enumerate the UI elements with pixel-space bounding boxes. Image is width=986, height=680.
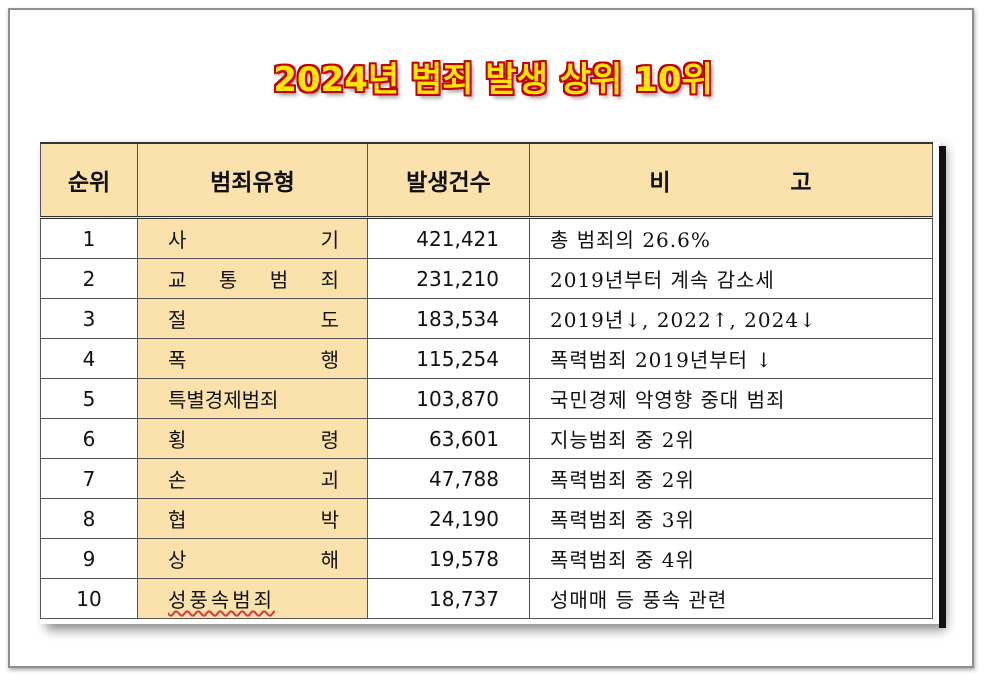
table-header-row: 순위 범죄유형 발생건수 비 고 [40, 142, 933, 219]
table-row: 3 절 도 183,534 2019년↓, 2022↑, 2024↓ [40, 298, 933, 339]
count-cell: 183,534 [367, 298, 530, 339]
page-title: 2024년 범죄 발생 상위 10위 [273, 60, 713, 100]
count-cell: 24,190 [367, 498, 530, 539]
crime-table-container: 순위 범죄유형 발생건수 비 고 1 사 기 [40, 142, 946, 628]
type-char: 사 [168, 228, 187, 252]
header-rank: 순위 [40, 142, 138, 219]
header-count: 발생건수 [367, 142, 530, 219]
type-char: 손 [168, 468, 187, 492]
rank-cell: 6 [40, 418, 138, 459]
rank-cell: 7 [40, 458, 138, 499]
note-cell: 폭력범죄 중 4위 [529, 538, 933, 579]
type-text: 성풍속범죄 [168, 588, 275, 612]
rank-cell: 4 [40, 338, 138, 379]
type-text: 특별경제범죄 [168, 388, 279, 412]
note-cell: 지능범죄 중 2위 [529, 418, 933, 459]
note-cell: 폭력범죄 2019년부터 ↓ [529, 338, 933, 379]
table-row: 5 특별경제범죄 103,870 국민경제 악영향 중대 범죄 [40, 378, 933, 419]
count-cell: 18,737 [367, 578, 530, 619]
rank-cell: 8 [40, 498, 138, 539]
type-cell: 협 박 [137, 498, 368, 539]
rank-cell: 2 [40, 258, 138, 299]
type-char: 해 [320, 548, 339, 572]
type-char: 범 [269, 268, 289, 292]
type-cell: 절 도 [137, 298, 368, 339]
type-char: 도 [320, 308, 339, 332]
table-row: 4 폭 행 115,254 폭력범죄 2019년부터 ↓ [40, 338, 933, 379]
type-char: 통 [218, 268, 238, 292]
count-cell: 115,254 [367, 338, 530, 379]
crime-ranking-table: 순위 범죄유형 발생건수 비 고 1 사 기 [40, 142, 933, 619]
type-char: 령 [320, 428, 339, 452]
rank-cell: 9 [40, 538, 138, 579]
type-char: 죄 [320, 268, 339, 292]
type-char: 협 [168, 508, 187, 532]
count-cell: 63,601 [367, 418, 530, 459]
header-type: 범죄유형 [137, 142, 368, 219]
rank-cell: 10 [40, 578, 138, 619]
type-cell: 사 기 [137, 217, 368, 259]
header-note-part2: 고 [790, 169, 813, 196]
type-char: 행 [320, 348, 339, 372]
type-char: 상 [168, 548, 187, 572]
table-row: 6 횡 령 63,601 지능범죄 중 2위 [40, 418, 933, 459]
count-cell: 231,210 [367, 258, 530, 299]
type-cell: 상 해 [137, 538, 368, 579]
table-row: 10 성풍속범죄 18,737 성매매 등 풍속 관련 [40, 578, 933, 619]
note-cell: 폭력범죄 중 2위 [529, 458, 933, 499]
type-char: 횡 [168, 428, 187, 452]
count-cell: 421,421 [367, 217, 530, 259]
type-char: 폭 [168, 348, 187, 372]
type-cell: 폭 행 [137, 338, 368, 379]
note-cell: 폭력범죄 중 3위 [529, 498, 933, 539]
count-cell: 103,870 [367, 378, 530, 419]
type-char: 기 [320, 228, 339, 252]
type-char: 박 [320, 508, 339, 532]
type-cell: 성풍속범죄 [137, 578, 368, 619]
type-cell: 횡 령 [137, 418, 368, 459]
table-row: 8 협 박 24,190 폭력범죄 중 3위 [40, 498, 933, 539]
note-cell: 국민경제 악영향 중대 범죄 [529, 378, 933, 419]
header-note: 비 고 [529, 142, 933, 219]
type-cell: 손 괴 [137, 458, 368, 499]
table-row: 7 손 괴 47,788 폭력범죄 중 2위 [40, 458, 933, 499]
table-row: 2 교 통 범 죄 231,210 2019년부터 계속 감소세 [40, 258, 933, 299]
note-cell: 성매매 등 풍속 관련 [529, 578, 933, 619]
header-note-part1: 비 [649, 169, 672, 196]
note-cell: 총 범죄의 26.6% [529, 217, 933, 259]
count-cell: 47,788 [367, 458, 530, 499]
type-cell: 교 통 범 죄 [137, 258, 368, 299]
type-char: 괴 [320, 468, 339, 492]
rank-cell: 5 [40, 378, 138, 419]
note-cell: 2019년부터 계속 감소세 [529, 258, 933, 299]
table-row: 1 사 기 421,421 총 범죄의 26.6% [40, 217, 933, 259]
rank-cell: 3 [40, 298, 138, 339]
rank-cell: 1 [40, 217, 138, 259]
note-cell: 2019년↓, 2022↑, 2024↓ [529, 298, 933, 339]
table-row: 9 상 해 19,578 폭력범죄 중 4위 [40, 538, 933, 579]
type-char: 교 [168, 268, 187, 292]
type-char: 절 [168, 308, 187, 332]
count-cell: 19,578 [367, 538, 530, 579]
type-cell: 특별경제범죄 [137, 378, 368, 419]
